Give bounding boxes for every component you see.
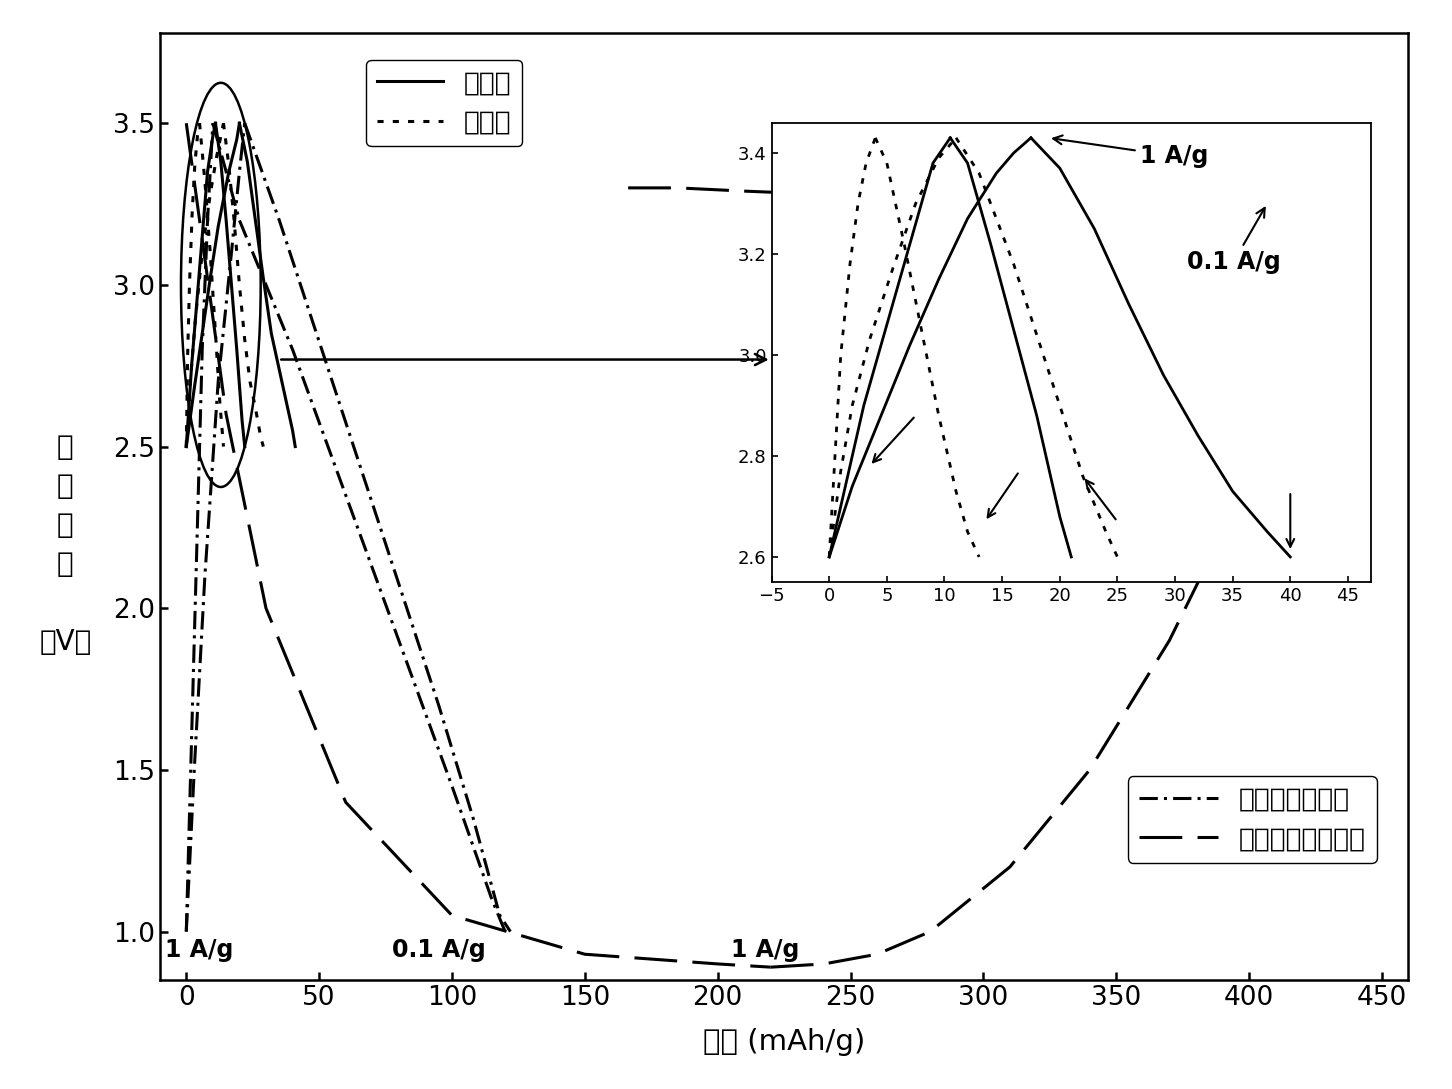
X-axis label: 容量 (mAh/g): 容量 (mAh/g) (703, 1028, 865, 1055)
Text: 工
作
电
压

（V）: 工 作 电 压 （V） (39, 433, 91, 656)
Text: 1 A/g: 1 A/g (166, 939, 234, 963)
Text: 1 A/g: 1 A/g (732, 939, 800, 963)
Text: 0.1 A/g: 0.1 A/g (392, 939, 485, 963)
Legend: 氧化钛纳米颗粒, 氧化钛纳米管阵列: 氧化钛纳米颗粒, 氧化钛纳米管阵列 (1128, 776, 1376, 862)
